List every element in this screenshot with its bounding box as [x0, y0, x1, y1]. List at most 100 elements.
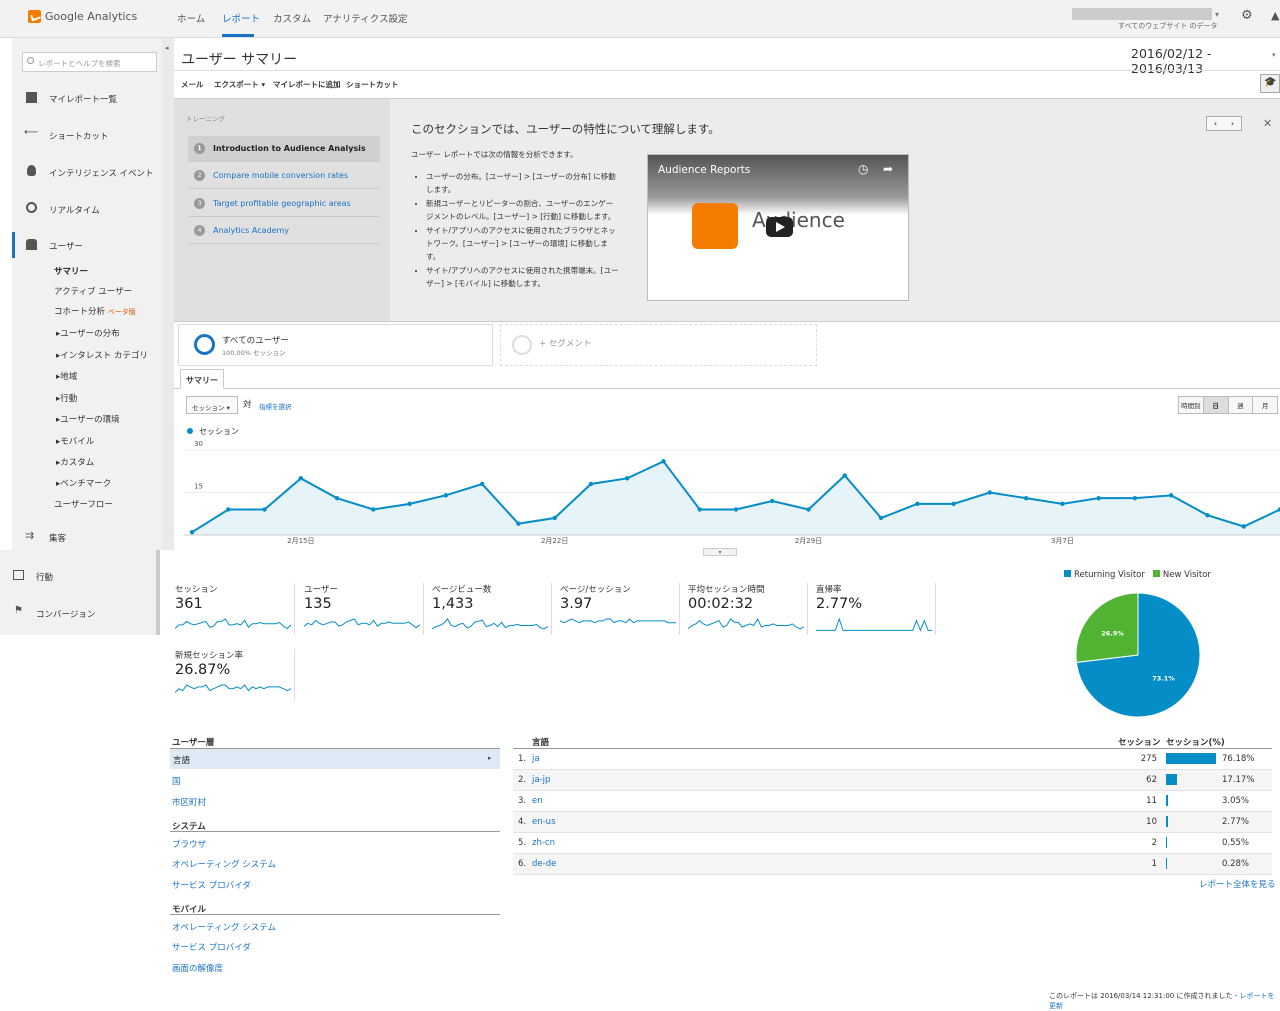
pie-legend-returning[interactable]: Returning Visitor	[1064, 570, 1145, 580]
kpi-value: 2.77%	[816, 596, 863, 612]
sidebar-sub-behavior[interactable]: ▸行動	[56, 394, 78, 404]
account-chevron-down-icon[interactable]: ▾	[1215, 10, 1220, 19]
training-step-2[interactable]: 2 Compare mobile conversion rates	[188, 163, 380, 189]
training-step-3[interactable]: 3 Target profitable geographic areas	[188, 191, 380, 217]
pick-metric-link[interactable]: 指標を選択	[259, 403, 292, 411]
dim-resolution[interactable]: 画面の解像度	[172, 964, 224, 974]
language-link[interactable]: ja	[532, 754, 540, 764]
language-link[interactable]: en	[532, 796, 543, 806]
add-segment-button[interactable]	[500, 324, 817, 366]
kpi-card[interactable]: 直帰率 2.77%	[816, 583, 936, 635]
nav-report[interactable]: レポート	[222, 14, 261, 25]
sidebar-item-shortcut[interactable]: ショートカット	[49, 132, 109, 142]
dim-os[interactable]: オペレーティング システム	[172, 860, 276, 870]
training-video[interactable]: Audience Reports ◷ ➦ Audience	[647, 154, 909, 301]
segment-name: すべてのユーザー	[222, 336, 289, 346]
mail-button[interactable]: メール	[181, 80, 204, 89]
gear-icon[interactable]: ⚙	[1241, 8, 1253, 23]
x-tick-label: 2月29日	[795, 537, 822, 545]
dim-mobile-os[interactable]: オペレーティング システム	[172, 923, 276, 933]
kpi-card[interactable]: ページビュー数 1,433	[432, 583, 552, 635]
active-section-indicator	[12, 232, 15, 258]
logo[interactable]: Google Analytics	[28, 10, 137, 23]
dim-mobile-isp[interactable]: サービス プロバイダ	[172, 943, 251, 953]
data-point	[1132, 495, 1138, 501]
data-point	[298, 476, 303, 481]
sidebar-sub-summary[interactable]: サマリー	[54, 267, 89, 277]
segment-all-users[interactable]	[178, 324, 493, 366]
granularity-day[interactable]: 日	[1203, 397, 1229, 413]
kpi-card[interactable]: ユーザー 135	[304, 583, 424, 635]
granularity-hourly[interactable]: 時間別	[1179, 397, 1204, 413]
sessions-line-chart: 15 30 2月15日 2月22日 2月29日 3月7日	[184, 440, 1280, 545]
watch-later-icon[interactable]: ◷	[858, 162, 869, 176]
shortcut-button[interactable]: ショートカット	[346, 80, 399, 89]
nav-admin[interactable]: アナリティクス設定	[323, 14, 408, 25]
x-tick-label: 2月22日	[541, 537, 568, 545]
sidebar-sub-geo[interactable]: ▸地域	[56, 372, 78, 382]
sidebar-item-behavior[interactable]: 行動	[36, 573, 54, 583]
data-point	[334, 495, 340, 501]
pie-legend-new[interactable]: New Visitor	[1152, 570, 1211, 580]
kpi-card[interactable]: 平均セッション時間 00:02:32	[688, 583, 808, 635]
nav-custom[interactable]: カスタム	[273, 14, 312, 25]
sidebar-sub-distribution[interactable]: ▸ユーザーの分布	[56, 329, 120, 339]
bell-icon[interactable]: ▲	[1271, 9, 1280, 22]
granularity-month[interactable]: 月	[1253, 397, 1277, 413]
date-chevron-down-icon[interactable]: ▾	[1272, 51, 1276, 59]
play-icon[interactable]	[766, 217, 793, 237]
share-icon[interactable]: ➦	[883, 162, 894, 176]
close-icon[interactable]: ✕	[1263, 117, 1273, 130]
kpi-card[interactable]: セッション 361	[175, 583, 295, 635]
dim-country[interactable]: 国	[172, 777, 181, 787]
sidebar-sub-environment[interactable]: ▸ユーザーの環境	[56, 415, 120, 425]
kpi-card[interactable]: ページ/セッション 3.97	[560, 583, 680, 635]
data-point	[262, 507, 267, 512]
add-to-dashboard-button[interactable]: マイレポートに追加	[273, 80, 341, 89]
step-number: 4	[194, 225, 205, 236]
language-link[interactable]: ja-jp	[532, 775, 551, 785]
table-row: 6. de-de 1 0.28%	[513, 854, 1272, 875]
sidebar-item-users[interactable]: ユーザー	[49, 242, 83, 252]
tab-summary[interactable]: サマリー	[180, 369, 224, 389]
sidebar-sub-mobile[interactable]: ▸モバイル	[56, 437, 95, 447]
export-button[interactable]: エクスポート ▾	[214, 80, 266, 89]
sidebar-item-intelligence[interactable]: インテリジェンス イベント	[49, 169, 154, 179]
full-report-link[interactable]: レポート全体を見る	[1199, 880, 1276, 890]
sidebar-collapse-bar[interactable]: ◂	[162, 38, 174, 550]
sidebar-sub-custom[interactable]: ▸カスタム	[56, 458, 95, 468]
sidebar-sub-flow[interactable]: ユーザーフロー	[54, 500, 113, 510]
sidebar-item-dashboard[interactable]: マイレポート一覧	[49, 95, 118, 105]
dim-isp[interactable]: サービス プロバイダ	[172, 881, 251, 891]
sidebar-item-conversion[interactable]: コンバージョン	[36, 610, 96, 620]
dim-language[interactable]: 言語	[170, 749, 500, 769]
graduation-cap-button[interactable]: 🎓	[1260, 74, 1280, 93]
chart-resize-handle[interactable]: ▾	[703, 548, 737, 556]
metric-select[interactable]: セッション ▾	[186, 396, 238, 414]
granularity-week[interactable]: 週	[1228, 397, 1254, 413]
prev-icon[interactable]: ‹	[1213, 119, 1218, 128]
sidebar-sub-benchmark[interactable]: ▸ベンチマーク	[56, 479, 112, 489]
kpi-card[interactable]: 新規セッション率 26.87%	[175, 649, 295, 701]
report-search-input[interactable]: レポートとヘルプを検索	[22, 52, 157, 72]
refresh-report-link[interactable]: レポートを更新	[1049, 992, 1275, 1010]
dim-browser[interactable]: ブラウザ	[172, 840, 207, 850]
sidebar-item-acquisition[interactable]: 集客	[49, 534, 67, 544]
date-range-picker[interactable]: 2016/02/12 - 2016/03/13	[1131, 46, 1212, 76]
training-step-4[interactable]: 4 Analytics Academy	[188, 218, 380, 244]
sidebar-sub-interest[interactable]: ▸インタレスト カテゴリ	[56, 351, 148, 361]
sidebar-item-realtime[interactable]: リアルタイム	[49, 206, 100, 216]
training-step-1[interactable]: 1 Introduction to Audience Analysis	[188, 136, 380, 162]
language-link[interactable]: en-us	[532, 817, 556, 827]
language-link[interactable]: zh-cn	[532, 838, 555, 848]
account-selector[interactable]	[1072, 8, 1212, 20]
sidebar-sub-active[interactable]: アクティブ ユーザー	[54, 287, 133, 297]
language-link[interactable]: de-de	[532, 859, 557, 869]
cohort-label: コホート分析	[54, 307, 106, 317]
next-icon[interactable]: ›	[1230, 119, 1235, 128]
sidebar-sub-cohort[interactable]: コホート分析 ベータ版	[54, 305, 136, 317]
data-point	[915, 501, 920, 507]
dim-city[interactable]: 市区町村	[172, 798, 207, 808]
nav-home[interactable]: ホーム	[177, 14, 206, 25]
collapse-arrow-icon[interactable]: ◂	[165, 44, 169, 52]
